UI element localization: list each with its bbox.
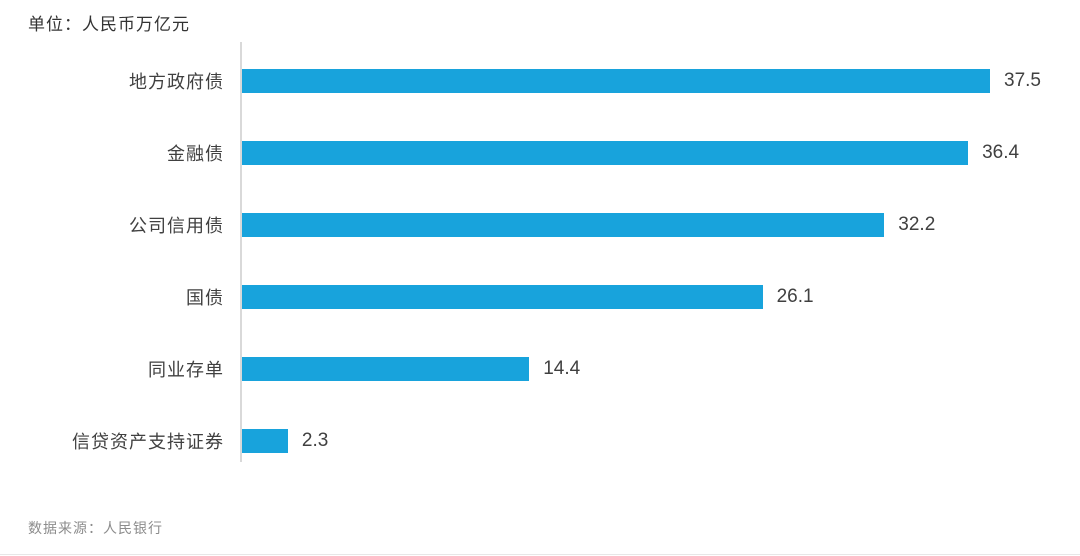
chart-rows: 地方政府债 37.5 金融债 36.4 公司信用债 32.2 国债 26.1 同业存单 14.4 信… <box>0 45 1080 477</box>
category-label: 地方政府债 <box>129 72 224 92</box>
category-label: 信贷资产支持证券 <box>72 432 224 452</box>
chart-row: 国债 26.1 <box>0 261 1080 333</box>
bar <box>242 213 885 237</box>
bar-value: 26.1 <box>776 286 814 307</box>
bar-value: 36.4 <box>982 142 1020 163</box>
bar-value: 2.3 <box>301 430 329 451</box>
category-label: 同业存单 <box>148 360 224 380</box>
bar <box>242 429 288 453</box>
bar-track: 2.3 <box>240 429 1080 453</box>
chart-row: 地方政府债 37.5 <box>0 45 1080 117</box>
chart-row: 金融债 36.4 <box>0 117 1080 189</box>
unit-label: 单位：人民币万亿元 <box>28 15 190 34</box>
category-label: 金融债 <box>167 144 224 164</box>
bar-chart: 地方政府债 37.5 金融债 36.4 公司信用债 32.2 国债 26.1 同业存单 14.4 信… <box>0 42 1080 477</box>
bar-value: 37.5 <box>1004 70 1041 91</box>
bar <box>242 141 969 165</box>
bar-track: 32.2 <box>240 213 1080 237</box>
data-source-label: 数据来源：人民银行 <box>28 520 163 536</box>
bar-track: 36.4 <box>240 141 1080 165</box>
bar <box>242 357 530 381</box>
chart-row: 信贷资产支持证券 2.3 <box>0 405 1080 477</box>
bar <box>242 285 763 309</box>
bar <box>242 69 990 93</box>
bar-value: 14.4 <box>543 358 581 379</box>
chart-row: 同业存单 14.4 <box>0 333 1080 405</box>
chart-row: 公司信用债 32.2 <box>0 189 1080 261</box>
category-label: 国债 <box>186 288 224 308</box>
bar-value: 32.2 <box>898 214 936 235</box>
bar-track: 26.1 <box>240 285 1080 309</box>
category-label: 公司信用债 <box>129 216 224 236</box>
bar-track: 37.5 <box>240 69 1080 93</box>
bottom-divider <box>0 554 1080 555</box>
y-axis-line <box>240 42 242 462</box>
bar-track: 14.4 <box>240 357 1080 381</box>
